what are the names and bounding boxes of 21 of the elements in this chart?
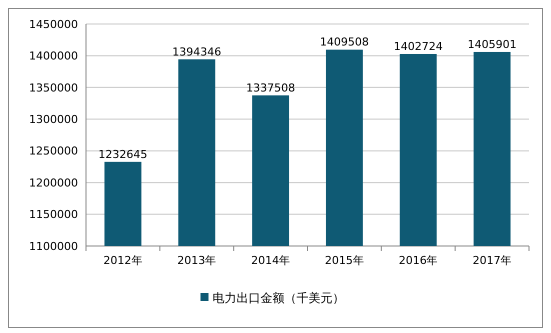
y-tick-label: 1400000 <box>29 50 78 63</box>
data-label: 1402724 <box>394 40 443 53</box>
data-label: 1394346 <box>172 45 222 58</box>
legend-label: 电力出口金额（千美元） <box>212 291 344 306</box>
y-tick-label: 1350000 <box>29 81 78 94</box>
x-tick-label: 2017年 <box>472 254 512 267</box>
y-tick-label: 1200000 <box>29 176 78 190</box>
x-tick-label: 2014年 <box>251 254 290 267</box>
x-tick-label: 2012年 <box>103 254 142 267</box>
data-label: 1337508 <box>246 81 296 94</box>
data-label: 1232645 <box>98 148 148 161</box>
y-tick-label: 1250000 <box>29 144 78 158</box>
data-label: 1405901 <box>468 38 517 51</box>
y-tick-label: 1450000 <box>29 18 78 31</box>
x-tick-label: 2015年 <box>324 254 364 267</box>
data-label: 1409508 <box>320 36 369 49</box>
x-tick-label: 2016年 <box>398 254 438 267</box>
x-tick-label: 2013年 <box>177 254 216 267</box>
y-tick-label: 1300000 <box>29 112 78 126</box>
y-tick-label: 1100000 <box>29 240 78 253</box>
y-tick-label: 1150000 <box>29 208 78 222</box>
